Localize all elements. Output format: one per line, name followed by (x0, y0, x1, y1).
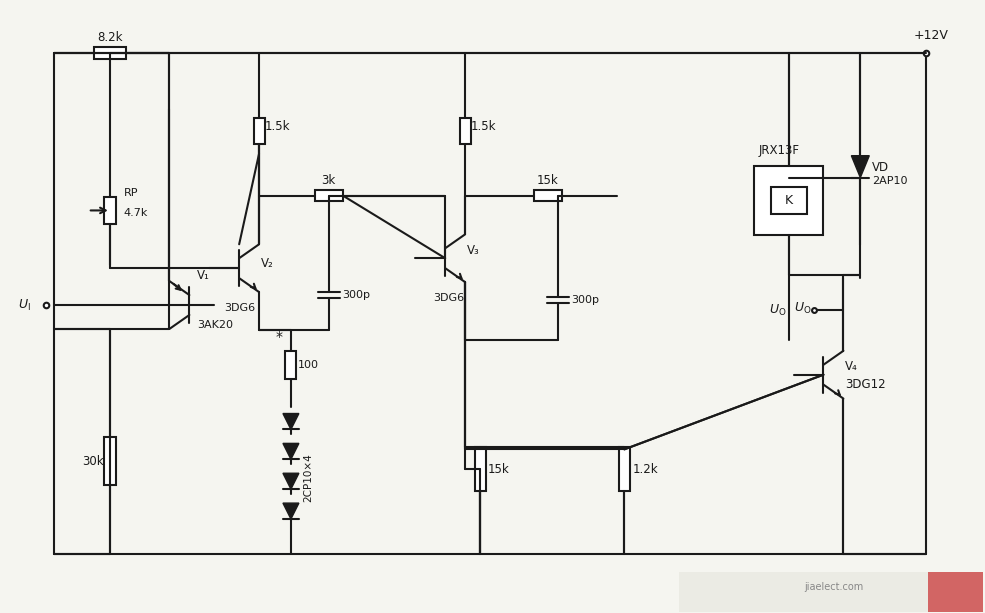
Text: 3AK20: 3AK20 (197, 320, 233, 330)
Text: 3DG6: 3DG6 (225, 303, 255, 313)
Text: V₁: V₁ (197, 268, 210, 281)
Text: V₄: V₄ (845, 360, 858, 373)
Text: 3DG12: 3DG12 (845, 378, 886, 391)
Text: 1.5k: 1.5k (471, 120, 496, 133)
Text: 2CP10×4: 2CP10×4 (302, 453, 313, 501)
Text: 1.2k: 1.2k (632, 463, 658, 476)
Polygon shape (851, 156, 870, 178)
Text: K: K (785, 194, 793, 207)
Bar (103, 197, 115, 224)
Bar (770, 186, 807, 215)
Bar (460, 118, 471, 143)
Text: JRX13F: JRX13F (758, 144, 800, 157)
Text: $U_{\rm I}$: $U_{\rm I}$ (18, 297, 31, 313)
Bar (475, 447, 486, 491)
Text: 300p: 300p (343, 290, 370, 300)
Polygon shape (283, 414, 298, 430)
Text: 15k: 15k (537, 174, 558, 187)
Text: 1.5k: 1.5k (265, 120, 291, 133)
Text: 2AP10: 2AP10 (873, 175, 908, 186)
Text: 100: 100 (297, 360, 319, 370)
Text: RP: RP (124, 188, 138, 197)
Polygon shape (283, 443, 298, 459)
Text: 30k: 30k (82, 455, 103, 468)
Text: *: * (276, 330, 283, 344)
Bar (679, 572, 983, 612)
Text: 3DG6: 3DG6 (433, 293, 464, 303)
Bar (94, 47, 126, 59)
Bar (253, 118, 265, 143)
Text: 4.7k: 4.7k (124, 208, 148, 218)
Text: +12V: +12V (914, 29, 949, 42)
Bar (928, 572, 983, 612)
Text: 15k: 15k (488, 463, 510, 476)
Bar (619, 447, 629, 491)
Text: 8.2k: 8.2k (97, 31, 122, 44)
Text: $U_{\rm O}$: $U_{\rm O}$ (768, 302, 786, 318)
Text: 300p: 300p (571, 295, 600, 305)
Bar (534, 190, 561, 201)
Text: V₂: V₂ (261, 257, 274, 270)
Polygon shape (283, 503, 298, 519)
Polygon shape (283, 473, 298, 489)
Text: $U_{\rm O}$: $U_{\rm O}$ (794, 300, 812, 316)
Bar (315, 190, 343, 201)
Bar (286, 351, 296, 379)
Bar (754, 166, 823, 235)
Text: V₃: V₃ (467, 244, 480, 257)
Bar (103, 438, 115, 485)
Text: VD: VD (873, 161, 889, 174)
Text: 3k: 3k (322, 174, 336, 187)
Text: jiaelect.com: jiaelect.com (804, 582, 863, 592)
